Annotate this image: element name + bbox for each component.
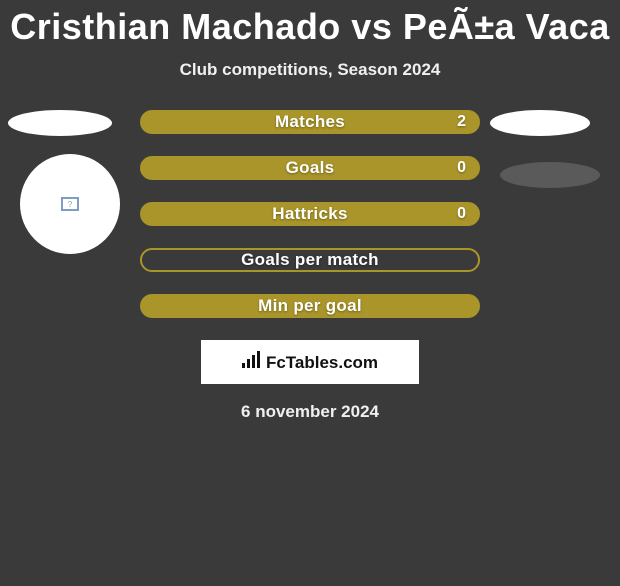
stat-row: Goals 0 [140,156,480,180]
stat-label: Min per goal [258,296,362,316]
comparison-stage: ? Matches 2 Goals 0 Hattricks 0 Goals per matc… [0,110,620,318]
stat-row: Hattricks 0 [140,202,480,226]
snapshot-date: 6 november 2024 [0,402,620,422]
stat-row: Goals per match [140,248,480,272]
fctables-logo: FcTables.com [242,351,378,373]
shadow-ellipse-left [8,110,112,136]
stat-rows: Matches 2 Goals 0 Hattricks 0 Goals per match M… [140,110,480,318]
stat-label: Goals per match [241,250,379,270]
player-avatar-placeholder: ? [20,154,120,254]
avatar-missing-icon: ? [61,197,79,211]
stat-value-right: 0 [457,159,466,177]
page-title: Cristhian Machado vs PeÃ±a Vaca [0,6,620,48]
stat-value-right: 2 [457,113,466,131]
stat-row: Matches 2 [140,110,480,134]
shadow-ellipse-right-1 [490,110,590,136]
stat-label: Matches [275,112,345,132]
stat-label: Hattricks [272,204,347,224]
stat-label: Goals [286,158,335,178]
subtitle: Club competitions, Season 2024 [0,60,620,80]
stat-value-right: 0 [457,205,466,223]
logo-text: FcTables.com [266,353,378,373]
stat-row: Min per goal [140,294,480,318]
shadow-ellipse-right-2 [500,162,600,188]
logo-bars-icon [242,351,260,368]
source-logo-box: FcTables.com [201,340,419,384]
